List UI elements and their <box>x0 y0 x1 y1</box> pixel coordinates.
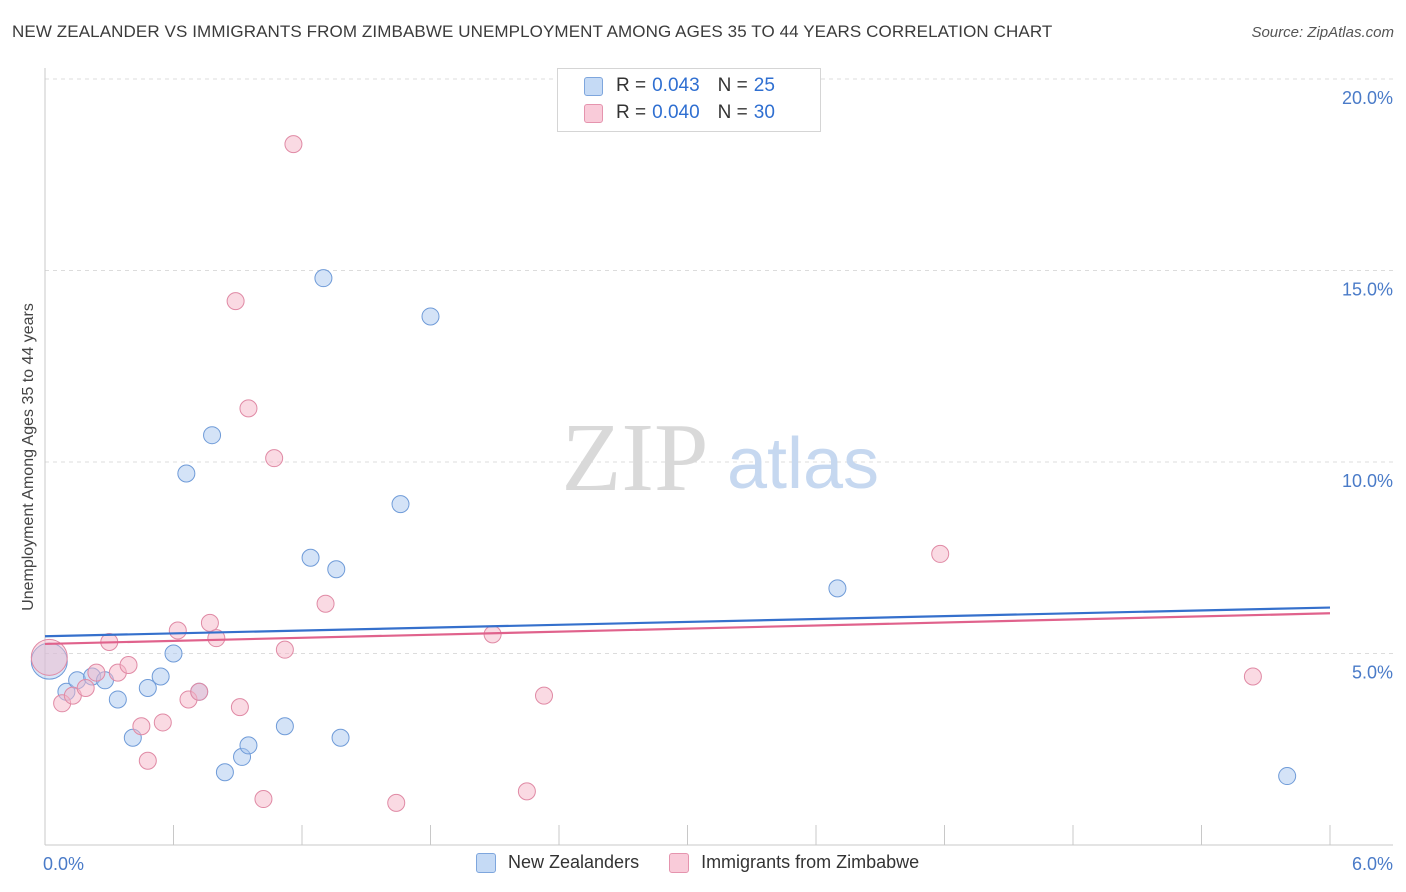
y-tick-label: 20.0% <box>1342 88 1393 108</box>
watermark: ZIP atlas <box>562 404 880 512</box>
data-point-zimbabwe[interactable] <box>265 449 284 468</box>
legend-n-label: N = <box>717 102 748 123</box>
data-point-zimbabwe[interactable] <box>1243 667 1262 686</box>
y-axis-title: Unemployment Among Ages 35 to 44 years <box>20 303 37 611</box>
data-point-zimbabwe[interactable] <box>87 663 106 682</box>
data-point-zimbabwe[interactable] <box>284 135 303 154</box>
trend-line-zimbabwe <box>44 612 1331 646</box>
data-point-zimbabwe[interactable] <box>226 292 245 311</box>
source-credit: Source: ZipAtlas.com <box>1251 24 1394 41</box>
legend-swatch-pink <box>584 103 603 123</box>
data-point-zimbabwe[interactable] <box>230 698 249 717</box>
series-legend-new-zealanders[interactable]: New Zealanders <box>476 852 639 873</box>
watermark-atlas: atlas <box>727 424 879 504</box>
data-point-new-zealanders[interactable] <box>138 678 157 697</box>
data-point-new-zealanders[interactable] <box>421 307 440 326</box>
series-legend: New Zealanders Immigrants from Zimbabwe <box>476 852 949 873</box>
legend-n-value: 30 <box>753 102 775 123</box>
series-label: Immigrants from Zimbabwe <box>701 852 920 872</box>
series-legend-zimbabwe[interactable]: Immigrants from Zimbabwe <box>669 852 919 873</box>
data-point-new-zealanders[interactable] <box>239 736 258 755</box>
legend-row-zimbabwe: R = 0.040 N = 30 <box>584 100 775 126</box>
data-point-new-zealanders[interactable] <box>828 579 847 598</box>
data-point-new-zealanders[interactable] <box>108 690 127 709</box>
legend-n-label: N = <box>717 75 748 96</box>
series-swatch-blue <box>476 852 496 873</box>
data-point-new-zealanders[interactable] <box>177 464 196 483</box>
y-tick-label: 15.0% <box>1342 280 1393 300</box>
data-point-new-zealanders[interactable] <box>215 763 234 782</box>
data-point-zimbabwe[interactable] <box>119 655 138 674</box>
y-tick-label: 10.0% <box>1342 471 1393 491</box>
correlation-legend: R = 0.043 N = 25 R = 0.040 N = 30 <box>557 68 821 132</box>
gridlines <box>45 78 1393 654</box>
data-point-zimbabwe[interactable] <box>200 613 219 632</box>
data-point-new-zealanders[interactable] <box>327 560 346 579</box>
axes <box>44 68 1393 846</box>
legend-n-value: 25 <box>753 75 775 96</box>
trend-lines <box>44 606 1331 646</box>
legend-row-new-zealanders: R = 0.043 N = 25 <box>584 73 775 99</box>
data-point-zimbabwe[interactable] <box>153 713 172 732</box>
data-point-zimbabwe[interactable] <box>931 544 950 563</box>
data-point-new-zealanders[interactable] <box>391 495 410 514</box>
legend-r-label: R = <box>616 102 647 123</box>
data-point-new-zealanders[interactable] <box>331 728 350 747</box>
watermark-zip: ZIP <box>562 404 709 512</box>
series-label: New Zealanders <box>508 852 640 872</box>
data-point-zimbabwe[interactable] <box>138 751 157 770</box>
data-point-zimbabwe[interactable] <box>132 717 151 736</box>
chart-title: NEW ZEALANDER VS IMMIGRANTS FROM ZIMBABW… <box>12 22 1053 41</box>
y-tick-label: 5.0% <box>1352 663 1393 683</box>
trend-line-new-zealanders <box>44 606 1331 638</box>
data-point-new-zealanders[interactable] <box>314 269 333 288</box>
data-point-new-zealanders[interactable] <box>203 426 222 445</box>
data-point-new-zealanders[interactable] <box>164 644 183 663</box>
data-point-new-zealanders[interactable] <box>1278 767 1297 786</box>
data-point-zimbabwe[interactable] <box>275 640 294 659</box>
data-point-zimbabwe[interactable] <box>207 629 226 648</box>
data-point-zimbabwe[interactable] <box>517 782 536 801</box>
x-tick-label-max: 6.0% <box>1352 854 1393 874</box>
data-point-zimbabwe[interactable] <box>168 621 187 640</box>
legend-r-value: 0.040 <box>652 102 700 123</box>
data-point-new-zealanders[interactable] <box>301 548 320 567</box>
data-point-zimbabwe[interactable] <box>30 638 68 676</box>
data-point-zimbabwe[interactable] <box>387 793 406 812</box>
data-point-zimbabwe[interactable] <box>535 686 554 705</box>
data-point-zimbabwe[interactable] <box>190 682 209 701</box>
legend-swatch-blue <box>584 76 603 96</box>
data-point-new-zealanders[interactable] <box>151 667 170 686</box>
tick-labels: 5.0% 10.0% 15.0% 20.0% 0.0% 6.0% <box>43 88 1393 874</box>
legend-r-value: 0.043 <box>652 75 700 96</box>
data-point-zimbabwe[interactable] <box>239 399 258 418</box>
x-tick-label-min: 0.0% <box>43 854 84 874</box>
series-swatch-pink <box>669 852 690 873</box>
data-point-new-zealanders[interactable] <box>275 717 294 736</box>
data-point-zimbabwe[interactable] <box>316 594 335 613</box>
data-point-zimbabwe[interactable] <box>254 790 273 809</box>
legend-r-label: R = <box>616 75 647 96</box>
data-point-zimbabwe[interactable] <box>76 678 95 697</box>
